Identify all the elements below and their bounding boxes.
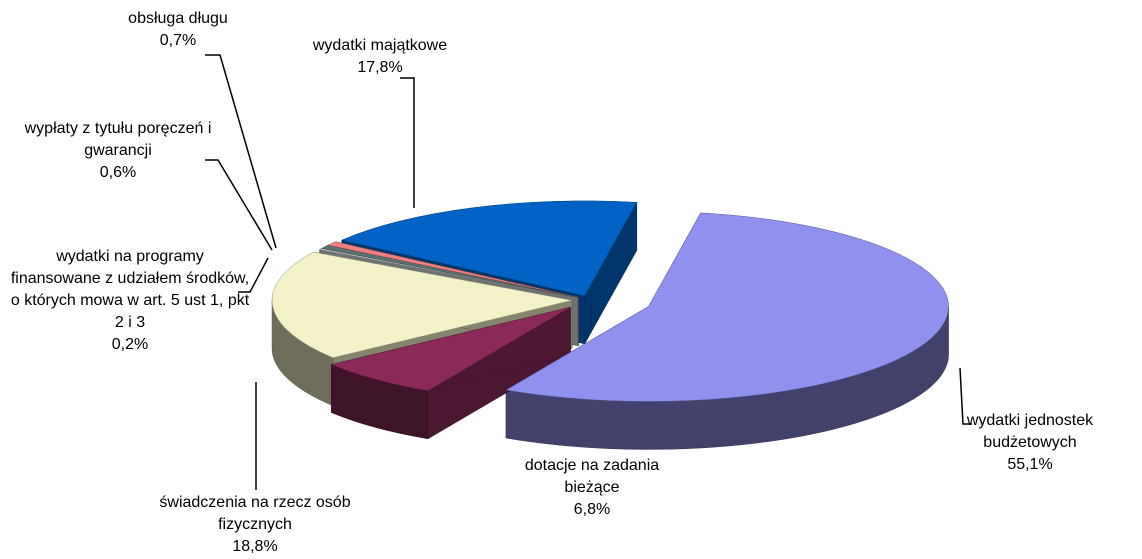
slice (330, 306, 571, 392)
category-name: wypłaty z tytułu poręczeń i gwarancji (24, 120, 212, 159)
category-name: świadczenia na rzecz osób fizycznych (159, 494, 351, 533)
category-name: wydatki majątkowe (312, 37, 448, 54)
slice (341, 200, 638, 297)
category-name: obsługa długu (128, 10, 228, 27)
leader-line (238, 257, 269, 293)
leader-line (205, 54, 277, 249)
slice-label: wydatki majątkowe 17,8% (280, 35, 480, 79)
category-name: wydatki na programy finansowane z udział… (10, 248, 250, 331)
value-label: 0,6% (99, 164, 137, 181)
slice-label: wypłaty z tytułu poręczeń i gwarancji 0,6… (18, 118, 218, 184)
value-label: 17,8% (357, 59, 403, 76)
value-label: 18,8% (232, 538, 278, 555)
category-name: dotacje na zadania bieżące (524, 457, 660, 496)
value-label: 55,1% (1007, 456, 1053, 473)
value-label: 0,2% (111, 336, 149, 353)
leader-lines (205, 54, 972, 490)
leader-line (400, 77, 415, 208)
value-label: 6,8% (573, 501, 611, 518)
slice-label: wydatki na programy finansowane z udział… (10, 246, 250, 356)
leader-line (959, 367, 972, 425)
slice-label: dotacje na zadania bieżące 6,8% (497, 455, 687, 521)
slice-label: wydatki jednostek budżetowych 55,1% (955, 410, 1105, 476)
slice (271, 251, 573, 358)
slice (327, 241, 579, 298)
value-label: 0,7% (159, 32, 197, 49)
category-name: wydatki jednostek budżetowych (966, 412, 1094, 451)
slice-label: obsługa długu 0,7% (98, 8, 258, 52)
slice (505, 212, 949, 402)
slice-label: świadczenia na rzecz osób fizycznych 18,8… (155, 492, 355, 558)
slice-tops (271, 200, 949, 402)
leader-line (205, 159, 273, 251)
